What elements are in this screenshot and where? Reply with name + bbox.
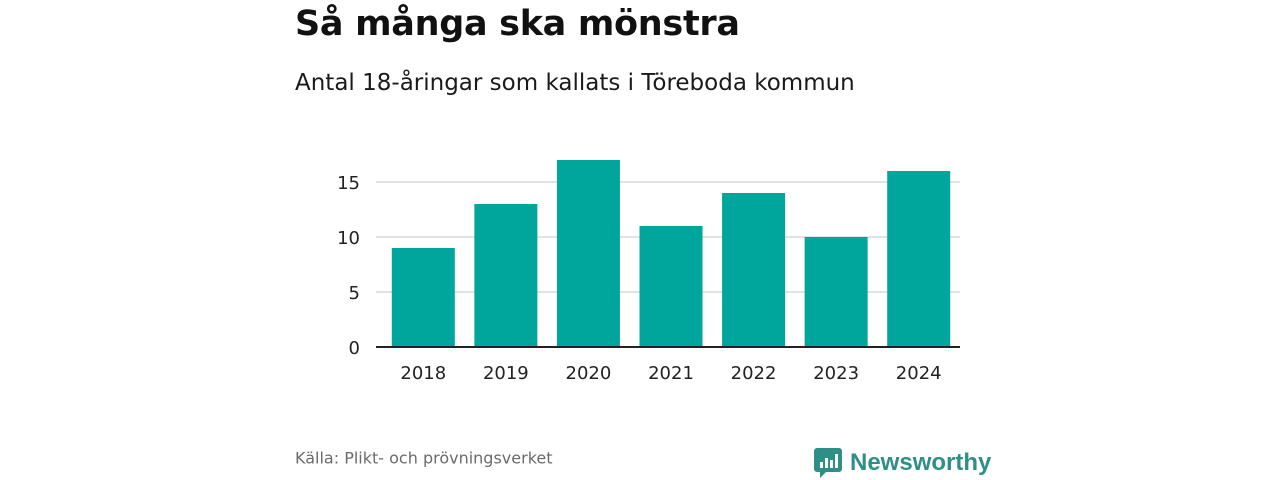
y-tick-label: 15 xyxy=(337,173,360,194)
x-tick-label-2024: 2024 xyxy=(896,363,942,384)
y-tick-label: 0 xyxy=(349,338,360,359)
brand-name: Newsworthy xyxy=(850,449,992,476)
bar-2022 xyxy=(722,193,786,347)
x-tick-label-2022: 2022 xyxy=(731,363,777,384)
bar-2020 xyxy=(556,160,620,347)
x-tick-label-2020: 2020 xyxy=(566,363,612,384)
chart-title: Så många ska mönstra xyxy=(295,4,740,44)
bars xyxy=(391,160,951,347)
x-tick-label-2021: 2021 xyxy=(648,363,694,384)
source-note: Källa: Plikt- och prövningsverket xyxy=(295,448,553,468)
y-tick-labels: 0 5 10 15 xyxy=(337,173,360,359)
newsworthy-brand: Newsworthy xyxy=(814,446,991,480)
bar-2019 xyxy=(474,204,538,347)
x-tick-label-2019: 2019 xyxy=(483,363,529,384)
x-tick-label-2018: 2018 xyxy=(400,363,446,384)
x-tick-label-2023: 2023 xyxy=(813,363,859,384)
bar-2024 xyxy=(887,171,951,347)
bar-2023 xyxy=(804,237,868,347)
y-tick-label: 5 xyxy=(349,283,360,304)
x-tick-labels: 2018 2019 2020 2021 2022 2023 2024 xyxy=(400,363,941,384)
chart-subtitle: Antal 18-åringar som kallats i Töreboda … xyxy=(295,70,855,96)
bar-2021 xyxy=(639,226,703,347)
newsworthy-logo-icon xyxy=(814,448,842,478)
y-tick-label: 10 xyxy=(337,228,360,249)
bar-2018 xyxy=(391,248,455,347)
